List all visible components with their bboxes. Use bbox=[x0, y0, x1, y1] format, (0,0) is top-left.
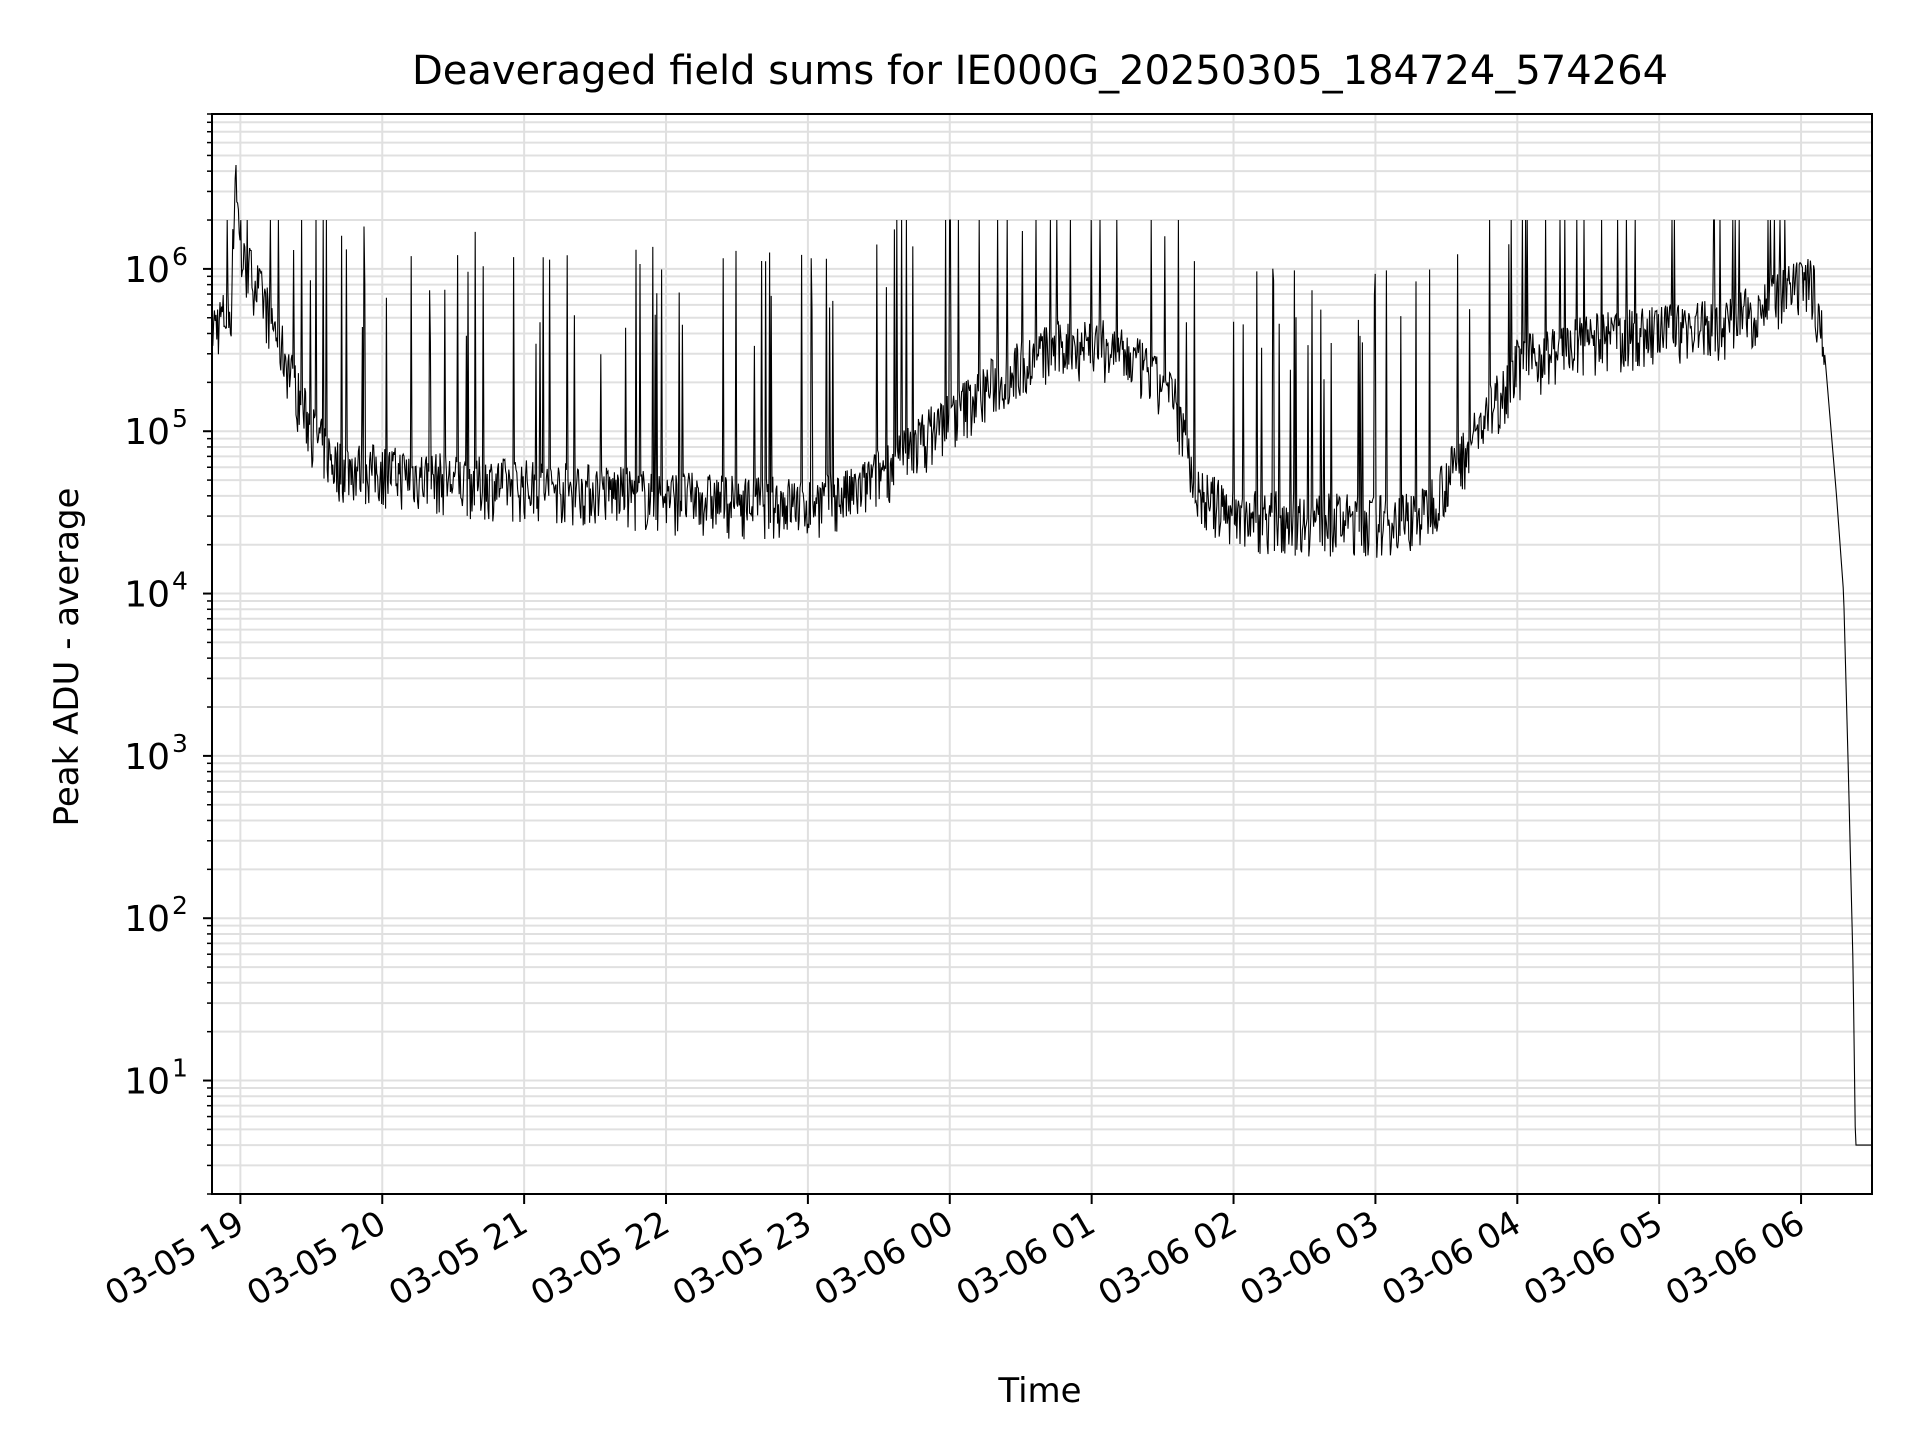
y-tick-label: 10 bbox=[124, 412, 170, 453]
y-tick-exponent: 1 bbox=[172, 1054, 188, 1083]
data-layer bbox=[211, 164, 1872, 1146]
series-line bbox=[211, 164, 1872, 1146]
y-tick-label: 10 bbox=[124, 737, 170, 778]
y-tick-label: 10 bbox=[124, 250, 170, 291]
y-tick-exponent: 4 bbox=[172, 567, 188, 596]
y-tick-label: 10 bbox=[124, 1062, 170, 1103]
y-tick-exponent: 3 bbox=[172, 729, 188, 758]
plot-frame bbox=[211, 113, 1873, 1195]
grid bbox=[212, 113, 1872, 1195]
chart-title: Deaveraged field sums for IE000G_2025030… bbox=[412, 48, 1668, 94]
y-axis-label: Peak ADU - average bbox=[47, 488, 87, 827]
y-tick-exponent: 6 bbox=[172, 242, 188, 271]
y-tick-label: 10 bbox=[124, 575, 170, 616]
y-tick-label: 10 bbox=[124, 899, 170, 940]
y-tick-exponent: 2 bbox=[172, 891, 188, 920]
x-axis-label: Time bbox=[997, 1371, 1081, 1411]
y-tick-exponent: 5 bbox=[172, 404, 188, 433]
